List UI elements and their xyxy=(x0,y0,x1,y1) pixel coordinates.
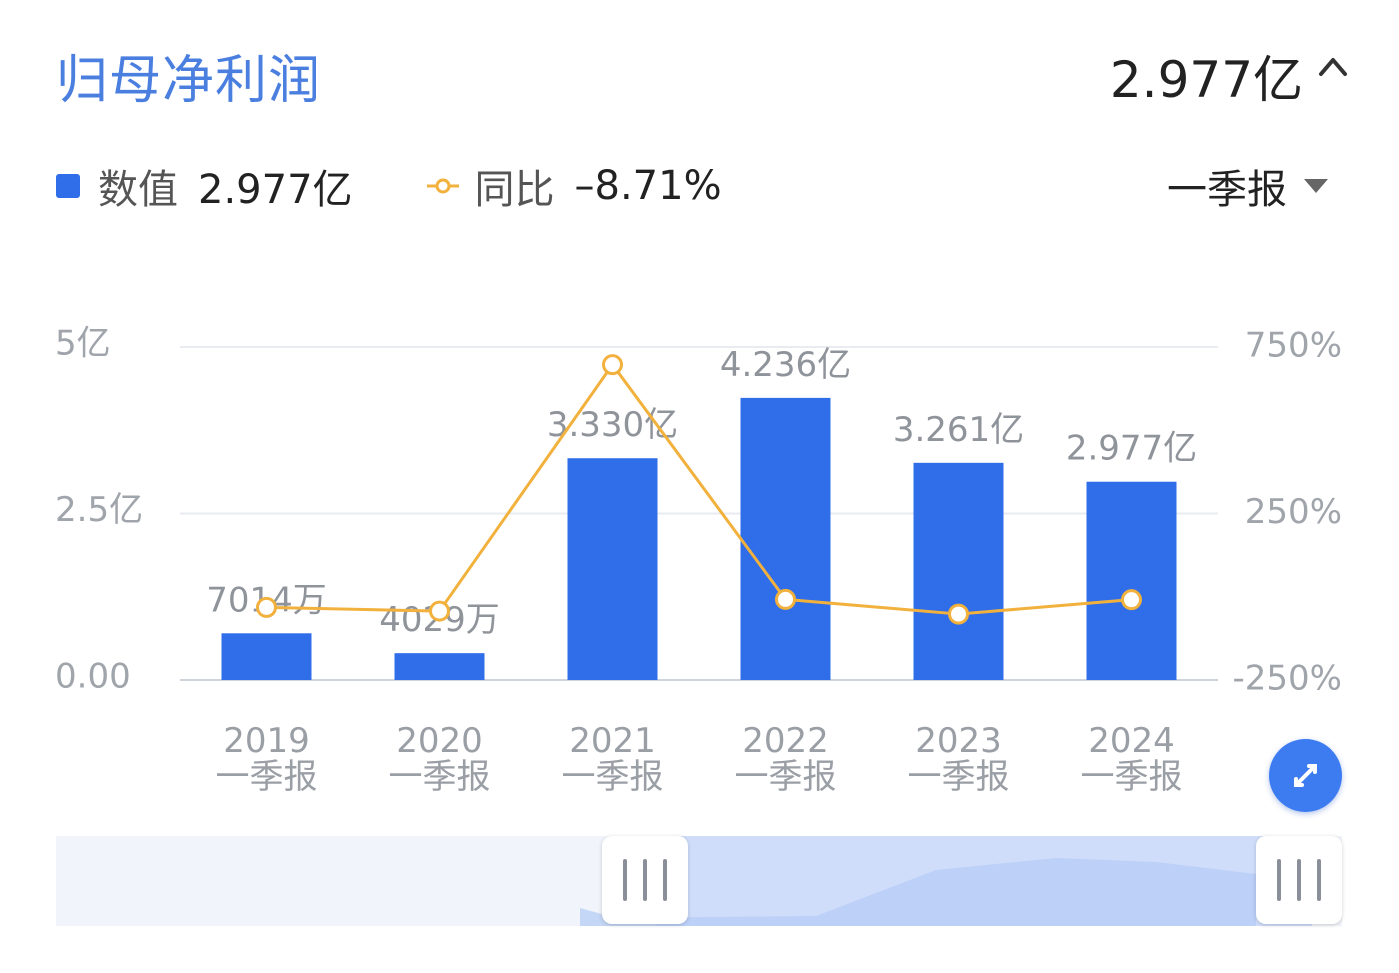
x-tick-label: 2020 xyxy=(396,721,483,761)
yoy-point xyxy=(1121,589,1142,611)
bar xyxy=(567,458,658,680)
legend: 数值 2.977亿 同比 –8.71% xyxy=(56,158,796,214)
x-tick-label: 一季报 xyxy=(562,757,664,797)
bar-value-label: 2.977亿 xyxy=(1066,429,1197,469)
expand-icon xyxy=(1294,764,1317,787)
right-tick-label: -250% xyxy=(1233,659,1342,699)
left-tick-label: 0.00 xyxy=(55,657,131,697)
yoy-point xyxy=(948,603,969,625)
yoy-line xyxy=(266,363,1132,616)
zoom-selection[interactable] xyxy=(656,836,1312,926)
right-tick-label: 250% xyxy=(1245,492,1342,532)
x-tick-label: 一季报 xyxy=(1081,757,1183,797)
yoy-point xyxy=(256,596,277,618)
x-tick-label: 一季报 xyxy=(389,757,491,797)
period-selected: 一季报 xyxy=(1167,167,1287,213)
x-tick-label: 2019 xyxy=(223,721,310,761)
x-tick-label: 一季报 xyxy=(735,757,837,797)
legend-yoy: –8.71% xyxy=(574,163,722,209)
bar xyxy=(740,397,831,680)
header-value: 2.977亿 xyxy=(1109,51,1303,109)
x-tick-label: 2021 xyxy=(569,721,656,761)
chart-title: 归母净利润 xyxy=(56,51,322,111)
caret-down-icon xyxy=(1304,179,1328,193)
yoy-point xyxy=(429,600,450,622)
right-tick-label: 750% xyxy=(1245,326,1342,366)
x-tick-label: 一季报 xyxy=(908,757,1010,797)
bar xyxy=(394,653,485,680)
bar xyxy=(221,633,312,680)
bar xyxy=(913,462,1004,680)
zoom-handle-right[interactable] xyxy=(1256,836,1342,924)
zoom-slider[interactable] xyxy=(56,836,1342,926)
yoy-point xyxy=(775,588,796,610)
period-dropdown[interactable]: 一季报 xyxy=(1167,158,1329,214)
legend-value-label: 数值 xyxy=(98,167,178,213)
zoom-handle-left[interactable] xyxy=(602,836,688,924)
chart-area: 0.002.5亿5亿-250%250%750%7014万4029万3.330亿4… xyxy=(55,324,1342,798)
legend-value: 2.977亿 xyxy=(198,167,353,213)
legend-yoy-label: 同比 xyxy=(474,167,555,213)
x-tick-label: 2024 xyxy=(1088,721,1175,761)
left-tick-label: 2.5亿 xyxy=(55,490,143,530)
x-tick-label: 2023 xyxy=(915,721,1002,761)
expand-button[interactable] xyxy=(1269,739,1342,812)
x-tick-label: 一季报 xyxy=(216,757,318,797)
chevron-up-icon[interactable] xyxy=(1317,50,1349,80)
x-tick-label: 2022 xyxy=(742,721,829,761)
bar-legend-swatch xyxy=(56,174,80,198)
line-legend-swatch xyxy=(426,178,459,194)
left-tick-label: 5亿 xyxy=(55,324,111,364)
bar xyxy=(1086,481,1177,680)
bar-value-label: 4.236亿 xyxy=(720,345,851,385)
yoy-point xyxy=(602,354,623,376)
bar-value-label: 3.261亿 xyxy=(893,410,1024,450)
